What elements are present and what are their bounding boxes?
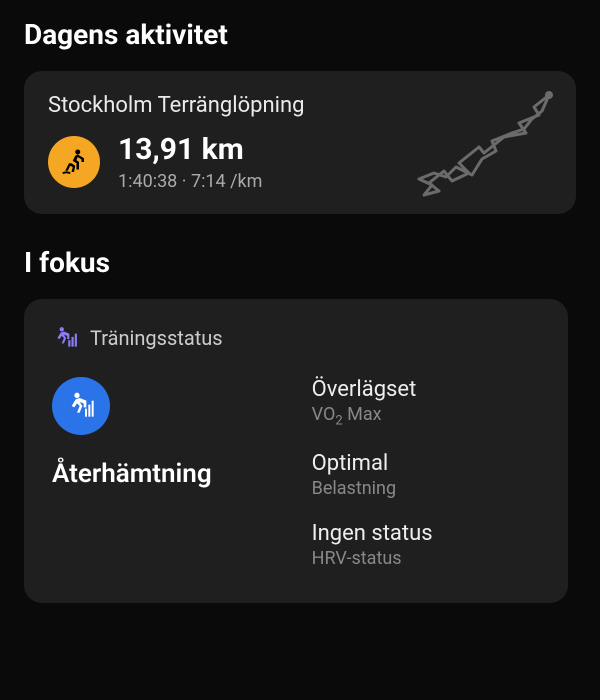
metric-label: Belastning: [312, 478, 433, 499]
metric-load: Optimal Belastning: [312, 451, 433, 499]
activity-card[interactable]: Stockholm Terränglöpning 13,91 km 1:40:3…: [24, 71, 576, 214]
activity-stats: 13,91 km 1:40:38 · 7:14 /km: [118, 132, 262, 192]
activity-subline: 1:40:38 · 7:14 /km: [118, 171, 262, 192]
focus-body: Återhämtning Överlägset VO2 Max Optimal …: [52, 377, 540, 569]
status-icon-circle: [52, 377, 110, 435]
route-map-icon: [384, 85, 564, 205]
focus-left-col: Återhämtning: [52, 377, 212, 569]
metric-vo2max: Överlägset VO2 Max: [312, 377, 433, 429]
run-icon-circle: [48, 136, 100, 188]
page-root: Dagens aktivitet Stockholm Terränglöpnin…: [0, 0, 600, 653]
metric-hrv: Ingen status HRV-status: [312, 521, 433, 569]
focus-card-header: Träningsstatus: [52, 325, 540, 351]
activity-distance: 13,91 km: [118, 132, 262, 167]
focus-metrics: Överlägset VO2 Max Optimal Belastning In…: [312, 377, 433, 569]
training-status-card[interactable]: Träningsstatus Återhämtning: [24, 299, 568, 603]
metric-value: Ingen status: [312, 521, 433, 546]
run-icon: [59, 147, 89, 177]
metric-label: VO2 Max: [312, 404, 433, 429]
focus-row: Träningsstatus Återhämtning: [24, 299, 576, 603]
metric-value: Optimal: [312, 451, 433, 476]
activity-section-title: Dagens aktivitet: [24, 18, 576, 51]
focus-header-label: Träningsstatus: [90, 326, 223, 350]
status-run-icon: [65, 390, 97, 422]
focus-main-label: Återhämtning: [52, 459, 212, 489]
training-status-icon: [52, 325, 78, 351]
metric-label: HRV-status: [312, 548, 433, 569]
dot-separator: ·: [182, 171, 191, 192]
metric-value: Överlägset: [312, 377, 433, 402]
focus-section-title: I fokus: [24, 246, 576, 279]
activity-duration: 1:40:38: [118, 171, 177, 192]
activity-pace: 7:14 /km: [191, 171, 263, 192]
